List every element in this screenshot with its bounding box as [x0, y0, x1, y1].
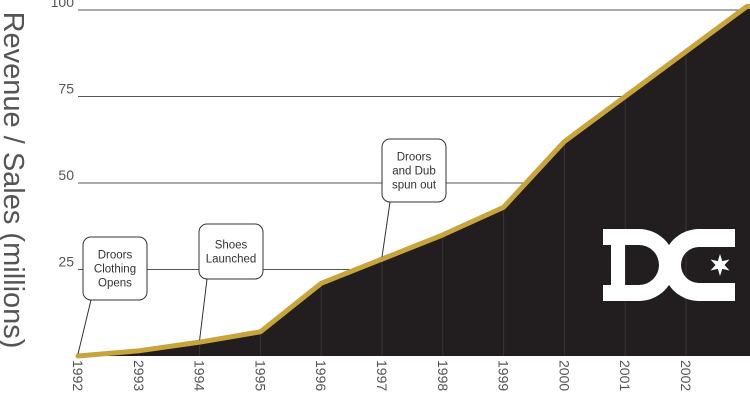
dc-logo-icon: [603, 229, 735, 301]
x-tick-label: 1997: [374, 360, 390, 391]
series-line: [75, 4, 750, 359]
callout-text: Opens: [98, 278, 132, 290]
callout-pointer: [199, 278, 208, 341]
x-tick-label: 2002: [678, 360, 694, 391]
y-axis-label: Revenue / Sales (millions): [0, 12, 29, 349]
y-tick-label: 100: [51, 0, 75, 10]
callout-box: [82, 236, 148, 301]
callout-box: [381, 138, 447, 203]
callout: Droors and Dub spun out: [381, 138, 447, 258]
callout: Shoes Launched: [198, 223, 264, 341]
x-tick-label: 1999: [496, 360, 512, 391]
x-tick-label: 1994: [192, 360, 208, 391]
callout-text: Droors: [98, 250, 133, 262]
callout-text: Droors: [397, 152, 432, 164]
callout-text: Launched: [206, 254, 257, 266]
y-axis-ticks: 25 50 75 100: [51, 0, 75, 270]
callout-pointer: [381, 201, 391, 258]
y-tick-label: 50: [58, 167, 74, 183]
callout: Droors Clothing Opens: [77, 236, 148, 355]
x-tick-label: 2000: [556, 360, 572, 391]
x-tick-label: 2001: [617, 360, 633, 391]
callout-text: Clothing: [94, 264, 136, 276]
x-tick-label: 1996: [313, 360, 329, 391]
y-tick-label: 25: [58, 254, 74, 270]
x-axis-ticks: 1992 2993 1994 1995 1996 1997 1998 1999 2000 2001…: [70, 360, 694, 391]
annotations: Droors Clothing Opens Shoes Launched Droors an…: [77, 138, 447, 355]
x-tick-label: 1995: [252, 360, 268, 391]
y-tick-label: 75: [58, 81, 74, 97]
callout-text: and Dub: [392, 166, 435, 178]
callout-pointer: [77, 299, 92, 355]
callout-text: Shoes: [215, 240, 248, 252]
plot-area: [75, 4, 750, 359]
x-tick-label: 2993: [131, 360, 147, 391]
x-tick-label: 1992: [70, 360, 86, 391]
callout-box: [198, 223, 264, 280]
x-tick-label: 1998: [435, 360, 451, 391]
area-fill: [78, 6, 750, 356]
callout-text: spun out: [392, 180, 437, 192]
